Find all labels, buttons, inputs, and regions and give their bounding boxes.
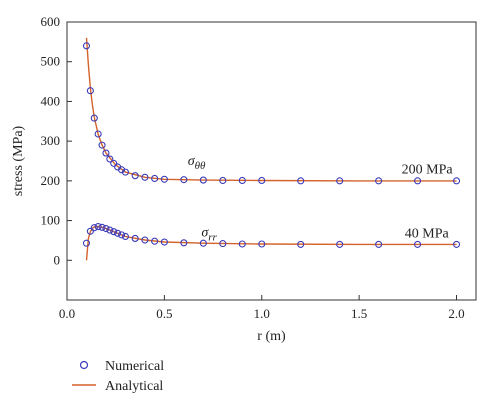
numerical-point-rr xyxy=(238,240,246,248)
plot-area xyxy=(82,37,461,261)
numerical-point-rr xyxy=(131,234,139,242)
x-tick-label: 0.0 xyxy=(59,306,75,321)
numerical-point-theta xyxy=(121,168,129,176)
numerical-point-theta xyxy=(110,159,118,167)
analytical-line-rr xyxy=(85,225,457,261)
y-tick-label: 600 xyxy=(41,14,61,29)
x-tick-label: 2.0 xyxy=(448,306,464,321)
numerical-point-theta xyxy=(199,176,207,184)
numerical-point-theta xyxy=(180,176,188,184)
y-tick-label: 200 xyxy=(41,173,61,188)
numerical-point-rr xyxy=(375,240,383,248)
numerical-point-theta xyxy=(106,155,114,163)
numerical-point-theta xyxy=(375,177,383,185)
legend: Numerical Analytical xyxy=(72,359,164,394)
legend-analytical-label: Analytical xyxy=(105,379,163,394)
numerical-point-rr xyxy=(94,222,102,231)
numerical-point-theta xyxy=(160,175,168,183)
numerical-point-theta xyxy=(90,114,98,122)
plot-frame xyxy=(66,21,477,301)
numerical-point-rr xyxy=(121,232,129,241)
numerical-point-rr xyxy=(117,231,126,239)
axes: 0.0 0.5 1.0 1.5 2.0 0 100 200 300 400 500 600 r (m) s… xyxy=(11,14,477,344)
numerical-point-rr xyxy=(452,240,461,248)
numerical-point-theta xyxy=(151,174,159,183)
numerical-point-rr xyxy=(297,240,305,248)
y-axis-title: stress (MPa) xyxy=(11,125,26,196)
legend-numerical-label: Numerical xyxy=(105,359,164,374)
legend-numerical-marker xyxy=(79,360,89,370)
y-tick-label: 500 xyxy=(41,54,61,69)
numerical-point-rr xyxy=(110,228,118,236)
x-axis-title: r (m) xyxy=(257,329,286,344)
numerical-point-theta xyxy=(82,42,91,50)
numerical-point-theta xyxy=(414,177,422,185)
numerical-point-rr xyxy=(98,223,106,231)
numerical-point-rr xyxy=(90,224,98,232)
numerical-point-theta xyxy=(141,173,149,181)
analytical-line-theta xyxy=(85,37,457,182)
y-tick-label: 0 xyxy=(54,252,61,267)
y-tick-label: 100 xyxy=(41,213,61,228)
numerical-point-rr xyxy=(180,239,188,247)
numerical-point-rr xyxy=(160,238,168,246)
x-tick-label: 1.0 xyxy=(254,306,270,321)
numerical-point-rr xyxy=(141,236,149,244)
rr-value-label: 40 MPa xyxy=(405,227,450,242)
numerical-point-rr xyxy=(219,240,227,248)
y-tick-label: 400 xyxy=(41,93,61,108)
annotations: σθθ σrr 200 MPa 40 MPa xyxy=(188,154,454,243)
numerical-point-theta xyxy=(297,177,305,185)
theta-value-label: 200 MPa xyxy=(402,163,454,178)
numerical-point-theta xyxy=(219,176,227,185)
numerical-point-theta xyxy=(102,149,110,157)
numerical-point-theta xyxy=(86,87,94,95)
numerical-point-rr xyxy=(258,240,266,248)
sigma-theta-label: σθθ xyxy=(188,154,206,172)
numerical-point-rr xyxy=(106,226,114,234)
numerical-point-rr xyxy=(86,227,94,235)
numerical-point-rr xyxy=(414,240,422,248)
numerical-point-rr xyxy=(114,229,122,237)
numerical-point-rr xyxy=(102,224,110,233)
numerical-point-theta xyxy=(131,172,139,180)
numerical-point-theta xyxy=(452,177,461,185)
sigma-rr-label: σrr xyxy=(201,225,217,243)
numerical-point-theta xyxy=(98,141,106,149)
numerical-point-theta xyxy=(336,177,344,185)
numerical-point-theta xyxy=(238,176,246,185)
x-tick-label: 0.5 xyxy=(156,306,172,321)
numerical-point-theta xyxy=(258,176,266,185)
numerical-point-theta xyxy=(94,130,102,138)
numerical-point-rr xyxy=(82,239,91,247)
x-tick-label: 1.5 xyxy=(351,306,367,321)
numerical-point-rr xyxy=(336,240,344,248)
numerical-point-rr xyxy=(199,239,207,247)
numerical-point-rr xyxy=(151,237,159,245)
y-tick-label: 300 xyxy=(41,133,61,148)
